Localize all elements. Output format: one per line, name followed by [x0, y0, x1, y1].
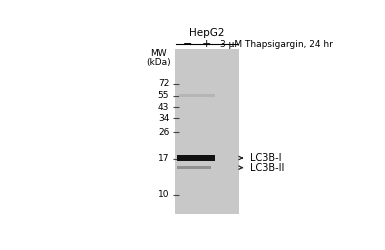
Text: HepG2: HepG2	[189, 28, 224, 38]
Text: 55: 55	[158, 91, 169, 100]
Bar	[177, 155, 215, 161]
Text: +: +	[202, 39, 211, 49]
Bar	[177, 166, 211, 169]
Text: −: −	[183, 39, 192, 49]
Bar	[177, 155, 215, 161]
Text: 43: 43	[158, 102, 169, 112]
Text: LC3B-I: LC3B-I	[249, 153, 281, 163]
Text: MW: MW	[150, 49, 167, 58]
Text: (kDa): (kDa)	[146, 58, 171, 66]
Text: 3 μM Thapsigargin, 24 hr: 3 μM Thapsigargin, 24 hr	[220, 40, 333, 49]
Text: 17: 17	[158, 154, 169, 164]
Bar	[179, 94, 215, 97]
Text: 34: 34	[158, 114, 169, 123]
Text: 26: 26	[158, 128, 169, 137]
Bar	[175, 49, 239, 214]
Text: 72: 72	[158, 80, 169, 88]
Text: LC3B-II: LC3B-II	[249, 163, 284, 173]
Text: 10: 10	[158, 190, 169, 199]
